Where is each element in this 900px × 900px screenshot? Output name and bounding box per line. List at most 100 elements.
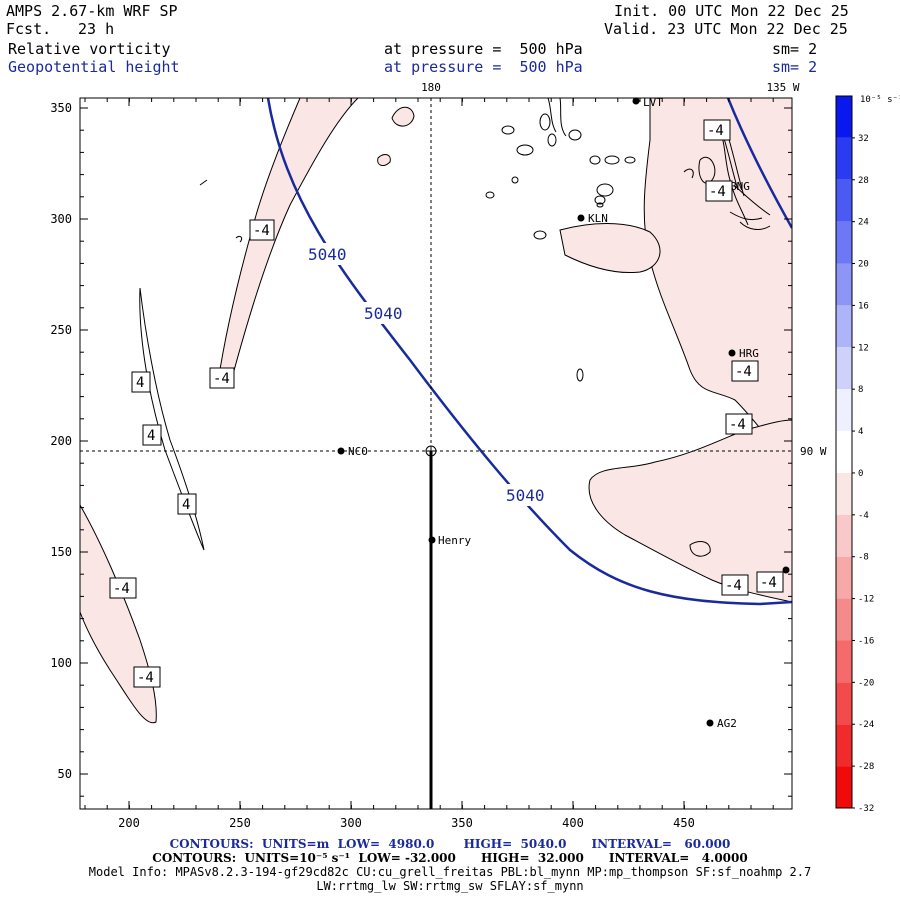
colorbar-label: -24 <box>858 720 874 730</box>
svg-text:-4: -4 <box>729 417 746 433</box>
svg-text:AG2: AG2 <box>717 717 737 730</box>
colorbar-label: 16 <box>858 301 869 311</box>
colorbar-frame <box>835 95 853 809</box>
y-tick-label: 150 <box>50 545 72 559</box>
station-hrg: HRG <box>728 347 759 360</box>
svg-text:NCO: NCO <box>348 445 368 458</box>
colorbar-labels: 32 28 24 20 16 12 8 4 0 -4 -8 -12 -16 -20 -24 -28 -32 <box>852 134 874 814</box>
colorbar-cell <box>836 766 852 808</box>
svg-text:-4: -4 <box>113 581 130 597</box>
colorbar-label: -8 <box>858 553 869 563</box>
colorbar-cell <box>836 389 852 432</box>
field2-smoothing: sm= 2 <box>772 58 818 76</box>
height-contour-5040 <box>266 98 792 606</box>
colorbar-label: 12 <box>858 343 869 353</box>
station-ag2: AG2 <box>706 717 737 730</box>
vort-region-right-upper <box>643 98 792 471</box>
svg-text:-4: -4 <box>735 364 752 380</box>
stations: NCO Henry KLN HRG AG2 LVT <box>337 98 790 730</box>
colorbar-cell <box>836 263 852 306</box>
vort-label: 4 <box>177 493 197 515</box>
svg-text:4: 4 <box>136 375 144 391</box>
height-labels: 5040 5040 5040 <box>306 243 552 506</box>
vort-blob-top <box>391 106 415 127</box>
colorbar-unit: 10⁻⁵ s⁻¹ <box>860 95 900 105</box>
colorbar-label: 20 <box>858 260 869 270</box>
valid-time: Valid. 23 UTC Mon 22 Dec 25 <box>604 20 848 38</box>
vort-label: -4 <box>133 666 161 688</box>
svg-text:-4: -4 <box>253 223 270 239</box>
station-lvt: LVT <box>632 98 663 109</box>
axis-ticks <box>80 98 792 809</box>
colorbar-cell <box>836 137 852 180</box>
colorbar-label: -28 <box>858 762 874 772</box>
map-plot-area: NCO Henry KLN HRG AG2 LVT <box>80 98 792 809</box>
svg-text:Henry: Henry <box>438 534 471 547</box>
forecast-label: Fcst. <box>6 20 52 38</box>
field1-level: at pressure = 500 hPa <box>384 40 583 58</box>
colorbar-cell <box>836 347 852 390</box>
lon-label-135w: 135 W <box>766 81 799 94</box>
y-tick-label: 200 <box>50 434 72 448</box>
colorbar-cell <box>836 640 852 683</box>
lon-label-90w: 90 W <box>800 445 827 458</box>
colorbar-label: -32 <box>858 804 874 814</box>
footer-physics: LW:rrtmg_lw SW:rrtmg_sw SFLAY:sf_mynn <box>316 879 584 893</box>
station-henry: Henry <box>428 534 471 547</box>
y-tick-label: 350 <box>50 101 72 115</box>
vort-label: -4 <box>705 180 733 202</box>
colorbar-cell <box>836 96 852 138</box>
vort-band-thin-strip <box>139 287 205 551</box>
vort-band-upper-left <box>217 98 359 383</box>
height-contour-5040-ne <box>726 98 792 229</box>
y-tick-label: 50 <box>58 767 72 781</box>
colorbar-cell <box>836 682 852 725</box>
colorbar-label: 24 <box>858 218 869 228</box>
x-tick-label: 450 <box>673 816 695 830</box>
field1-name: Relative vorticity <box>8 40 171 58</box>
vorticity-labels: -4 -4 -4 -4 -4 -4 -4 -4 -4 4 4 4 <box>109 119 759 688</box>
svg-text:-4: -4 <box>137 670 154 686</box>
x-tick-label: 300 <box>340 816 362 830</box>
vort-label: -4 <box>725 413 753 435</box>
model-title: AMPS 2.67-km WRF SP <box>6 2 178 20</box>
vort-blob-lower <box>689 541 711 557</box>
colorbar-cell <box>836 431 852 473</box>
init-time: Init. 00 UTC Mon 22 Dec 25 <box>614 2 849 20</box>
colorbar-label: -16 <box>858 636 874 646</box>
colorbar-label: -12 <box>858 595 874 605</box>
height-label-2: 5040 <box>364 304 403 323</box>
height-label-3: 5040 <box>506 486 545 505</box>
svg-text:-4: -4 <box>725 578 742 594</box>
x-tick-label: 250 <box>229 816 251 830</box>
south-pole-marker <box>425 445 437 457</box>
colorbar-label: 32 <box>858 134 869 144</box>
station-kln: KLN <box>577 212 608 225</box>
svg-text:HRG: HRG <box>739 347 759 360</box>
colorbar-label: -4 <box>858 511 869 521</box>
vort-label: -4 <box>703 119 731 141</box>
vort-band-left-wedge <box>80 503 157 724</box>
colorbar-label: 28 <box>858 176 869 186</box>
colorbar-cell <box>836 179 852 222</box>
svg-text:4: 4 <box>147 428 155 444</box>
height-label-1: 5040 <box>308 245 347 264</box>
colorbar-label: -20 <box>858 678 874 688</box>
colorbar-label: 0 <box>858 469 863 479</box>
vort-label-edge: -4 <box>756 571 784 593</box>
svg-text:-4: -4 <box>760 575 777 591</box>
x-axis-labels: 200 250 300 350 400 450 <box>118 816 695 830</box>
vort-label: -4 <box>721 574 749 596</box>
svg-text:KLN: KLN <box>588 212 608 225</box>
vort-blob-small <box>377 154 391 166</box>
svg-text:-4: -4 <box>709 184 726 200</box>
colorbar-label: 8 <box>858 385 863 395</box>
colorbar-label: 4 <box>858 427 863 437</box>
colorbar-cell <box>836 514 852 557</box>
svg-text:BNG: BNG <box>730 180 750 193</box>
svg-text:4: 4 <box>182 497 190 513</box>
vort-label: -4 <box>249 219 275 241</box>
colorbar-cell <box>836 724 852 767</box>
footer-height-contours: CONTOURS: UNITS=m LOW= 4980.0 HIGH= 5040… <box>169 837 731 851</box>
